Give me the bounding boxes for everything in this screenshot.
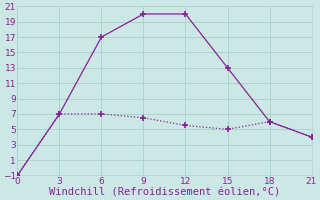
X-axis label: Windchill (Refroidissement éolien,°C): Windchill (Refroidissement éolien,°C) — [49, 187, 280, 197]
